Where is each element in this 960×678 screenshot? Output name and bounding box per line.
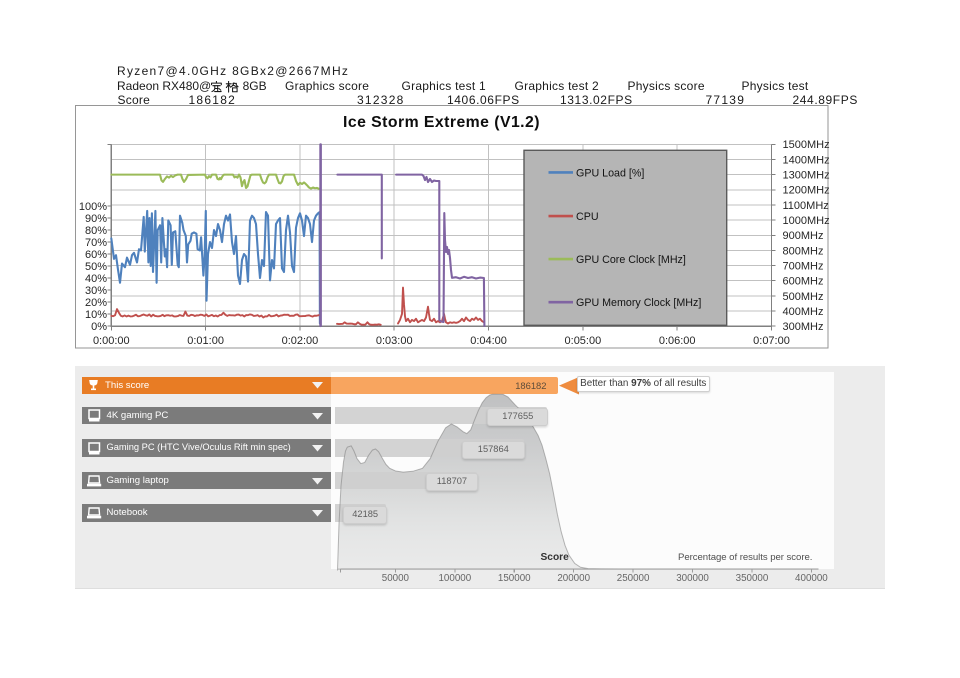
svg-text:1200MHz: 1200MHz	[783, 185, 830, 197]
svg-text:90%: 90%	[85, 213, 107, 225]
svg-text:GPU Memory Clock [MHz]: GPU Memory Clock [MHz]	[576, 297, 701, 309]
svg-text:70%: 70%	[85, 237, 107, 249]
svg-text:80%: 80%	[85, 225, 107, 237]
svg-text:20%: 20%	[85, 297, 107, 309]
svg-text:700MHz: 700MHz	[783, 260, 824, 272]
svg-text:Ice Storm Extreme (V1.2): Ice Storm Extreme (V1.2)	[343, 114, 540, 131]
svg-text:0:02:00: 0:02:00	[282, 335, 319, 347]
svg-text:350000: 350000	[736, 573, 769, 584]
svg-text:0:04:00: 0:04:00	[470, 335, 507, 347]
svg-text:1400MHz: 1400MHz	[783, 154, 830, 166]
svg-text:0%: 0%	[91, 321, 107, 333]
svg-text:300000: 300000	[676, 573, 709, 584]
svg-text:200000: 200000	[557, 573, 590, 584]
svg-text:1000MHz: 1000MHz	[783, 215, 830, 227]
svg-text:CPU: CPU	[576, 211, 599, 223]
svg-text:50%: 50%	[85, 261, 107, 273]
svg-text:30%: 30%	[85, 285, 107, 297]
svg-text:900MHz: 900MHz	[783, 230, 824, 242]
svg-text:GPU Load [%]: GPU Load [%]	[576, 167, 644, 179]
svg-text:0:06:00: 0:06:00	[659, 335, 696, 347]
svg-text:300MHz: 300MHz	[783, 321, 824, 333]
svg-text:500MHz: 500MHz	[783, 291, 824, 303]
svg-text:0:00:00: 0:00:00	[93, 335, 130, 347]
svg-text:GPU Core Clock [MHz]: GPU Core Clock [MHz]	[576, 254, 686, 266]
svg-text:150000: 150000	[498, 573, 531, 584]
svg-text:1500MHz: 1500MHz	[783, 139, 830, 151]
svg-text:1100MHz: 1100MHz	[783, 200, 829, 212]
svg-text:0:05:00: 0:05:00	[565, 335, 602, 347]
svg-text:10%: 10%	[85, 309, 107, 321]
svg-text:600MHz: 600MHz	[783, 276, 824, 288]
svg-text:1300MHz: 1300MHz	[783, 170, 830, 182]
svg-text:0:03:00: 0:03:00	[376, 335, 413, 347]
svg-text:400000: 400000	[795, 573, 828, 584]
svg-text:100000: 100000	[438, 573, 471, 584]
svg-text:60%: 60%	[85, 249, 107, 261]
svg-text:50000: 50000	[382, 573, 410, 584]
svg-text:40%: 40%	[85, 273, 107, 285]
svg-text:250000: 250000	[617, 573, 650, 584]
svg-text:0:07:00: 0:07:00	[753, 335, 790, 347]
svg-text:800MHz: 800MHz	[783, 245, 824, 257]
svg-text:400MHz: 400MHz	[783, 306, 824, 318]
svg-text:100%: 100%	[79, 201, 107, 213]
svg-text:0:01:00: 0:01:00	[187, 335, 224, 347]
